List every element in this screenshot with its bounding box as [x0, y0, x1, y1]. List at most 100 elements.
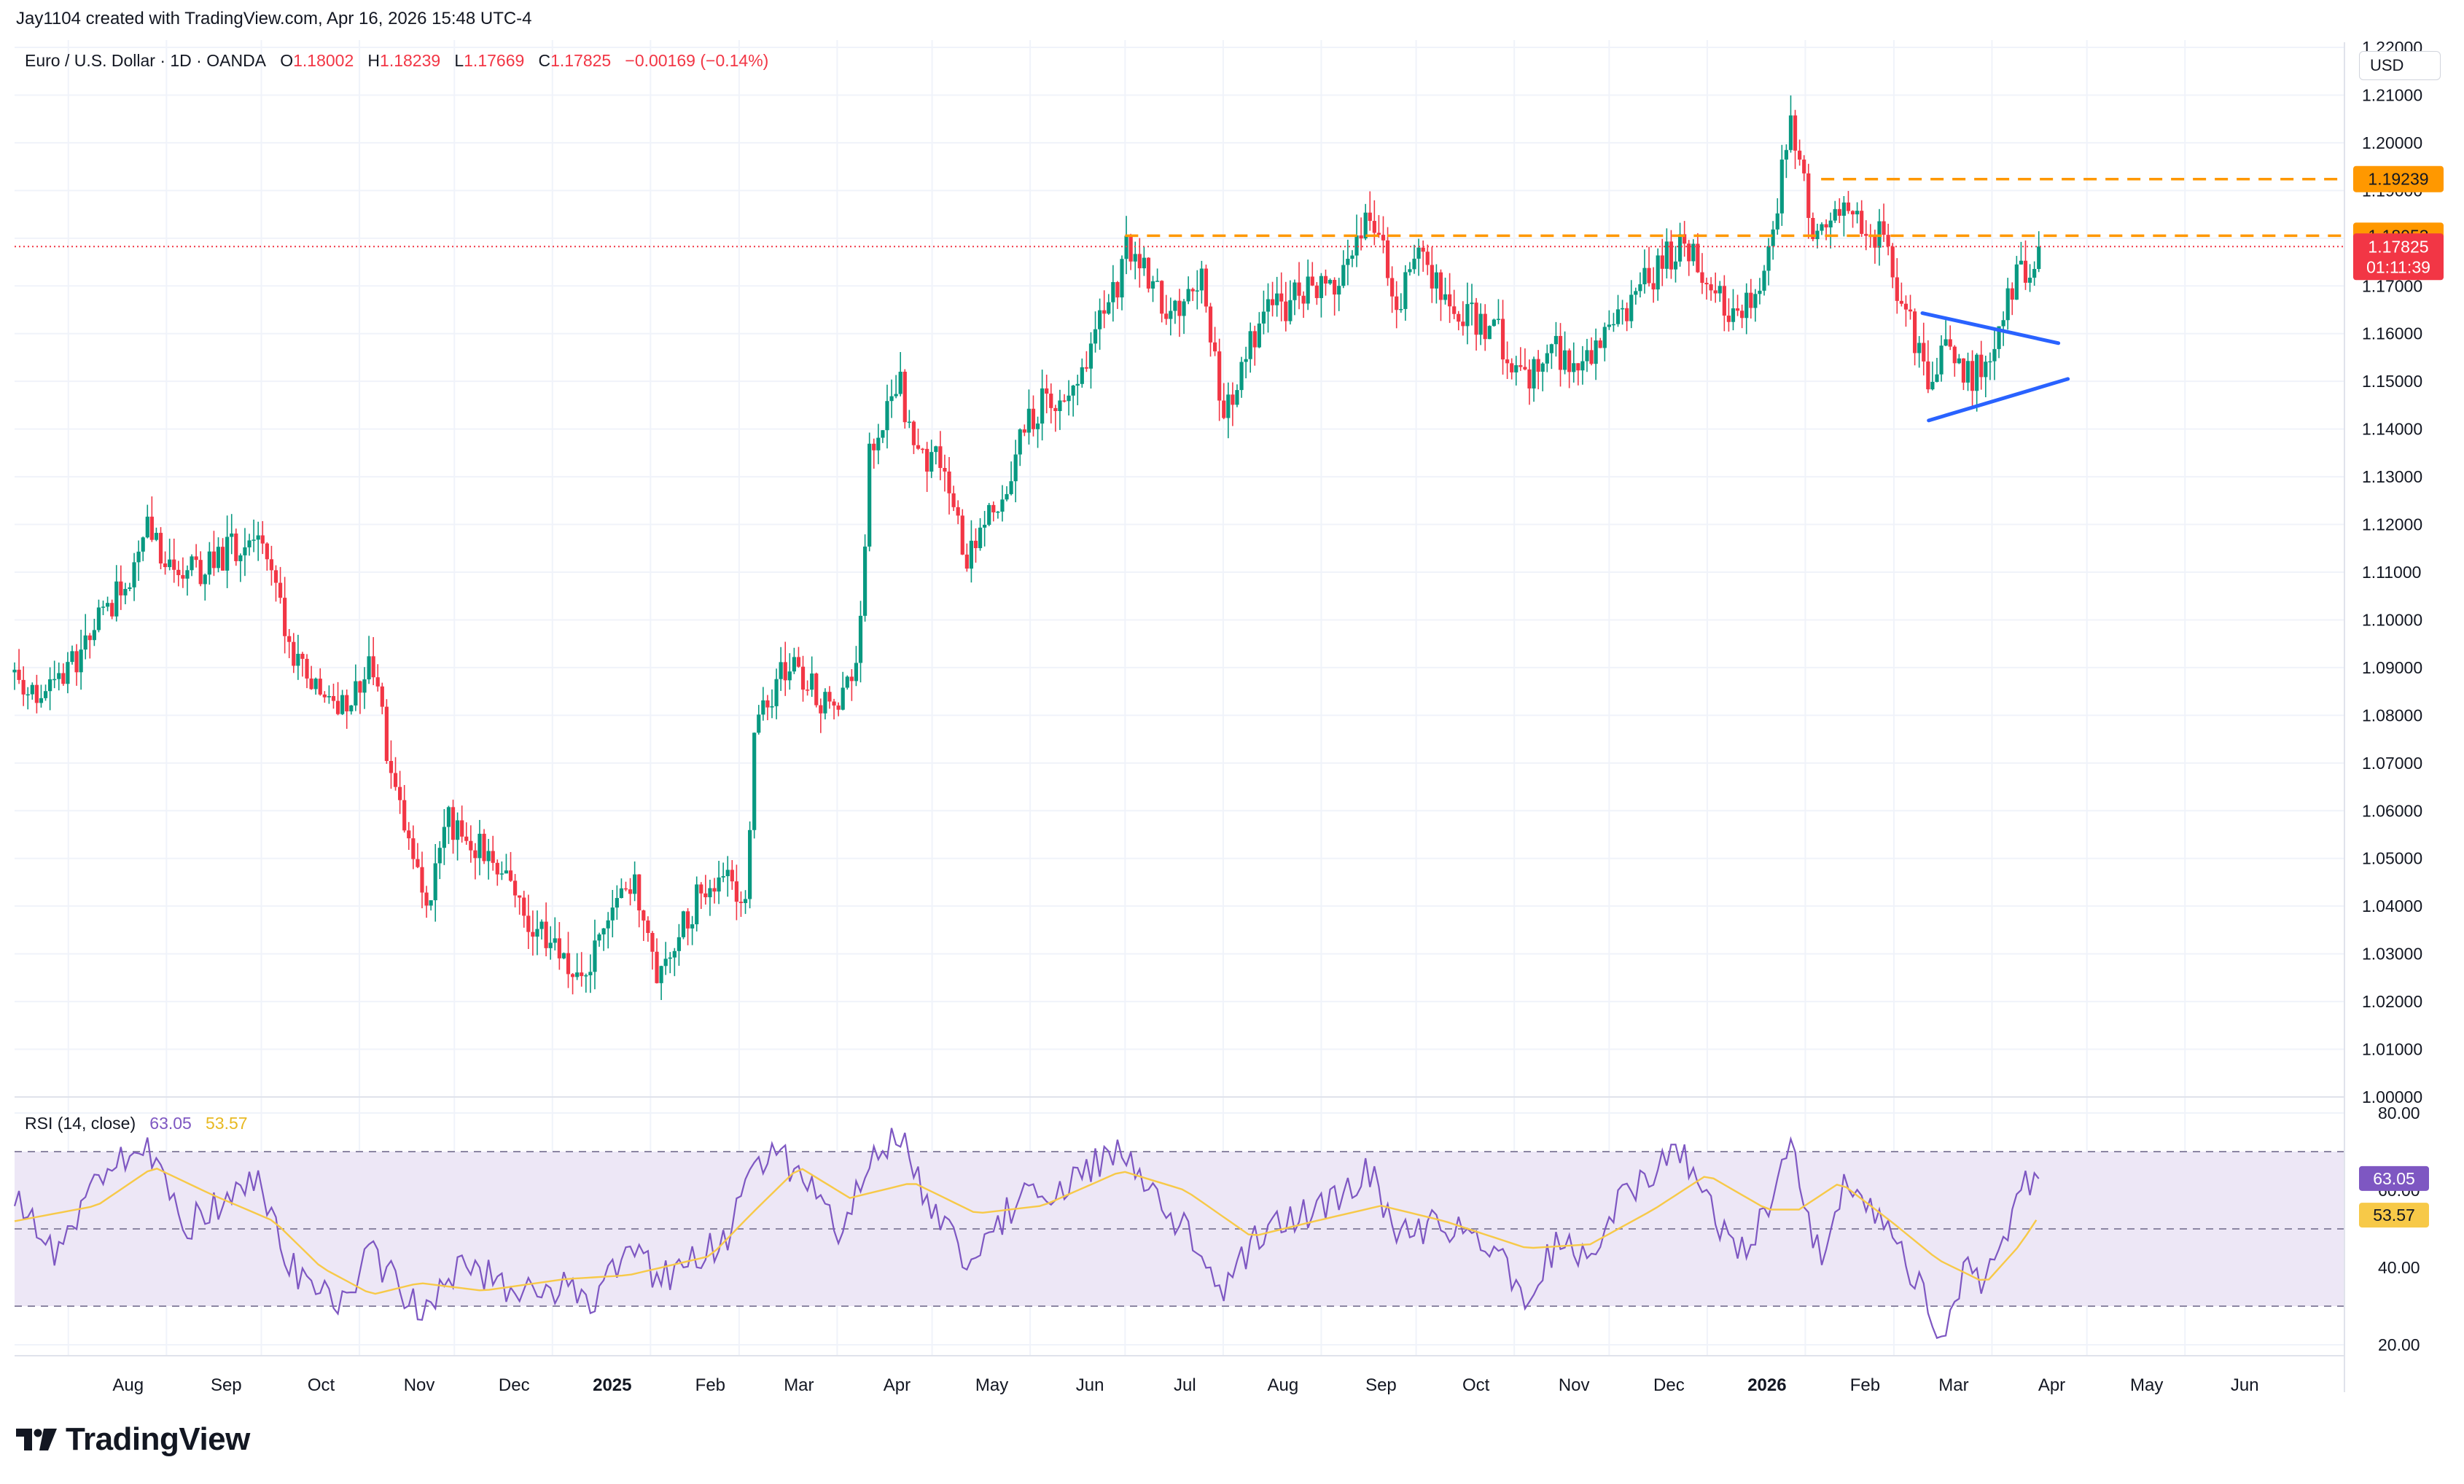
candle-body	[1284, 301, 1288, 321]
candle	[2037, 231, 2041, 273]
candle-body	[216, 547, 221, 569]
candle	[1642, 249, 1647, 294]
candle-body	[1735, 308, 1740, 311]
candle-body	[637, 874, 642, 911]
candle-body	[1204, 268, 1209, 307]
candle-body	[172, 559, 176, 570]
candle-body	[1137, 254, 1142, 269]
candle	[1722, 275, 1726, 332]
candle	[1758, 278, 1762, 305]
candle	[902, 369, 907, 429]
candle-body	[628, 889, 633, 894]
candle-body	[2014, 264, 2019, 300]
candle	[389, 740, 394, 789]
candle	[956, 500, 960, 525]
candle-body	[1510, 363, 1514, 372]
time-tick-label: Aug	[1268, 1375, 1299, 1395]
brand-name: TradingView	[66, 1421, 250, 1457]
candle-body	[685, 911, 690, 929]
candle	[1496, 299, 1501, 324]
candle	[947, 457, 951, 515]
candle-body	[1602, 327, 1607, 348]
badge-bg	[2359, 1165, 2429, 1191]
candle	[1478, 303, 1483, 345]
candle	[1337, 278, 1341, 311]
candle	[544, 902, 548, 957]
candle	[265, 542, 269, 571]
candle-body	[1306, 276, 1310, 304]
symbol-name[interactable]: Euro / U.S. Dollar · 1D · OANDA	[25, 51, 267, 70]
candle	[522, 891, 526, 928]
candle	[814, 672, 819, 708]
candle-body	[655, 951, 659, 983]
candle-body	[1252, 331, 1257, 348]
candle	[30, 682, 34, 700]
tradingview-logo[interactable]: TradingView	[16, 1421, 250, 1458]
candle-body	[1350, 255, 1354, 259]
candle	[1492, 319, 1496, 327]
candle-body	[1075, 383, 1080, 386]
candle-body	[575, 972, 580, 977]
candle-body	[1248, 331, 1252, 359]
candle	[207, 542, 211, 585]
price-tick-label: 1.06000	[2362, 801, 2422, 820]
candle	[518, 895, 522, 915]
candle	[1457, 311, 1461, 331]
candle	[535, 910, 539, 956]
candle	[34, 674, 39, 714]
candle-body	[832, 701, 836, 706]
candle	[1895, 258, 1899, 314]
candle	[230, 514, 234, 555]
candle-body	[1368, 212, 1372, 222]
candle-body	[1634, 291, 1638, 295]
candle-body	[1824, 224, 1828, 228]
candle	[1465, 282, 1470, 345]
candle	[1815, 223, 1820, 249]
price-tick-label: 1.07000	[2362, 754, 2422, 773]
candle-body	[1492, 319, 1496, 327]
candle	[774, 668, 779, 719]
candle-body	[1651, 283, 1656, 290]
time-tick-label: Dec	[499, 1375, 530, 1395]
candle-body	[814, 673, 819, 706]
candle	[1922, 322, 1926, 376]
candle-body	[21, 679, 26, 695]
candle-body	[898, 371, 902, 394]
candle-body	[1421, 247, 1425, 252]
candle-body	[74, 651, 79, 673]
candle-body	[1864, 233, 1868, 236]
price-tick-label: 1.10000	[2362, 610, 2422, 629]
candle	[287, 629, 292, 658]
candle	[145, 504, 149, 539]
candle-body	[185, 570, 190, 579]
candle-body	[1080, 367, 1084, 384]
candle	[358, 680, 362, 714]
candle	[738, 891, 744, 917]
candle	[761, 687, 765, 721]
candle	[1270, 281, 1275, 317]
candle-body	[371, 656, 375, 678]
candle-body	[176, 569, 181, 576]
candle	[1000, 485, 1005, 522]
candle-body	[1443, 294, 1448, 300]
candle-body	[1084, 367, 1088, 369]
candle	[1208, 302, 1213, 357]
candle-body	[247, 540, 252, 547]
candle	[1992, 327, 1997, 380]
rsi-ma-line	[14, 1168, 2038, 1295]
candle	[1798, 139, 1802, 166]
candle	[1483, 304, 1487, 351]
candle	[823, 688, 827, 719]
rsi-indicator-name[interactable]: RSI (14, close)	[25, 1114, 136, 1133]
candle-body	[17, 669, 21, 680]
candle	[1988, 352, 1992, 380]
candle-body	[181, 575, 185, 579]
candle-body	[1310, 276, 1314, 286]
candle-body	[1142, 257, 1146, 269]
candle	[1846, 190, 1851, 214]
candle	[2023, 240, 2028, 290]
candle-body	[943, 468, 947, 472]
currency-button[interactable]: USD	[2359, 51, 2441, 80]
candle	[1461, 301, 1465, 336]
candle-body	[225, 536, 230, 571]
